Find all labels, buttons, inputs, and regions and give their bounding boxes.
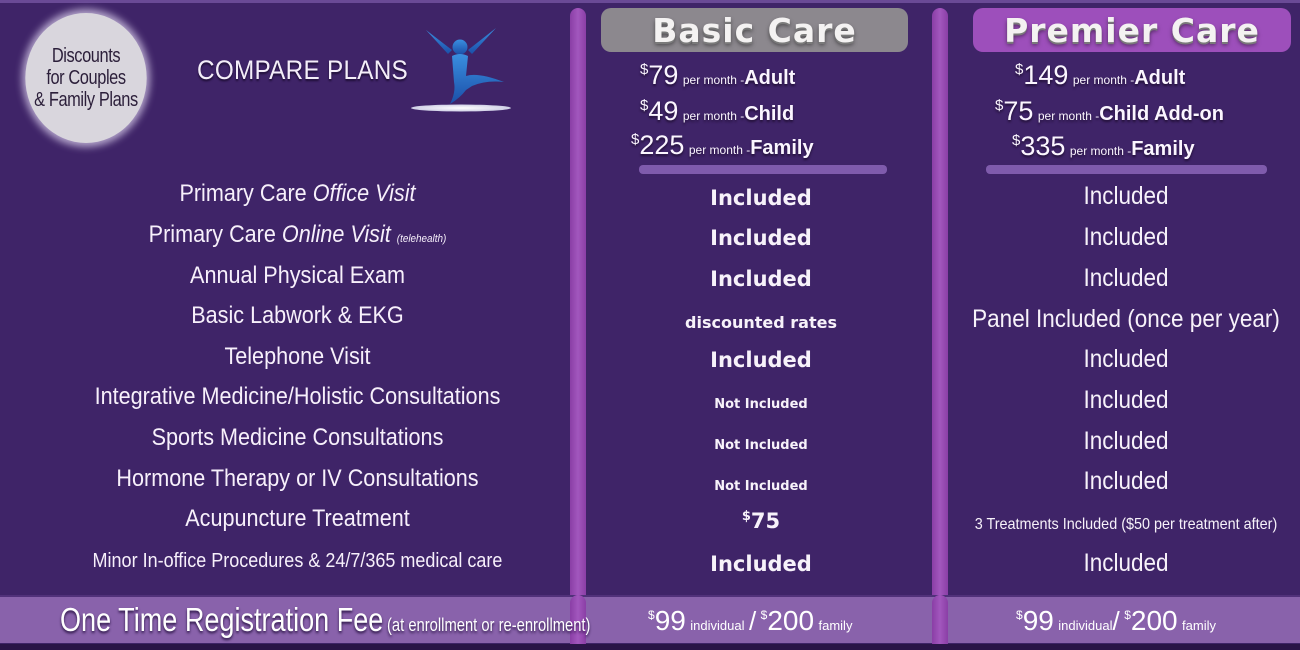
premier-cell: Included	[1083, 345, 1169, 373]
premier-price-family: $335 per month -Family	[1012, 131, 1195, 161]
column-divider-premier-band	[932, 595, 948, 650]
basic-cell: Included	[710, 552, 812, 576]
basic-cell: $75	[741, 509, 781, 533]
basic-cell: Included	[710, 226, 812, 250]
feature-label: Primary Care Online Visit (telehealth)	[148, 221, 447, 248]
basic-cell: Included	[710, 267, 812, 291]
basic-price-child: $49 per month -Child	[640, 96, 795, 126]
basic-price-adult: $79 per month -Adult	[640, 60, 796, 90]
premier-cell: Panel Included (once per year)	[972, 305, 1280, 333]
basic-cell: Included	[710, 186, 812, 210]
basic-price-underbar	[639, 165, 887, 174]
premier-price-child: $75 per month -Child Add-on	[995, 96, 1224, 126]
basic-cell: Not Included	[714, 479, 808, 494]
plan-header-premier: Premier Care	[973, 8, 1291, 52]
discount-badge: Discounts for Couples & Family Plans	[25, 13, 147, 143]
basic-cell: Not Included	[714, 438, 808, 453]
premier-cell: 3 Treatments Included ($50 per treatment…	[974, 516, 1278, 533]
feature-label: Hormone Therapy or IV Consultations	[116, 465, 479, 492]
basic-cell: discounted rates	[685, 313, 837, 332]
premier-price-underbar	[986, 165, 1267, 174]
plan-header-basic: Basic Care	[601, 8, 908, 52]
badge-line-1: Discounts	[51, 45, 121, 67]
feature-label: Basic Labwork & EKG	[191, 302, 404, 329]
premier-cell: Included	[1083, 427, 1169, 455]
feature-label: Sports Medicine Consultations	[151, 424, 444, 451]
feature-label: Integrative Medicine/Holistic Consultati…	[94, 383, 501, 410]
top-border	[0, 0, 1300, 3]
badge-line-3: & Family Plans	[34, 89, 138, 111]
column-divider-basic	[570, 8, 586, 650]
premier-cell: Included	[1083, 223, 1169, 251]
registration-band	[0, 595, 1300, 643]
feature-label: Minor In-office Procedures & 24/7/365 me…	[92, 550, 503, 572]
premier-cell: Included	[1083, 386, 1169, 414]
badge-line-2: for Couples	[46, 67, 126, 89]
basic-price-family: $225 per month -Family	[631, 130, 814, 160]
premier-cell: Included	[1083, 182, 1169, 210]
feature-label: Primary Care Office Visit	[179, 180, 416, 207]
column-divider-basic-band	[570, 595, 586, 650]
bottom-border	[0, 644, 1300, 650]
page-title: COMPARE PLANS	[197, 55, 409, 85]
premier-price-adult: $149 per month -Adult	[1015, 60, 1186, 90]
column-divider-premier	[932, 8, 948, 650]
basic-cell: Included	[710, 348, 812, 372]
basic-cell: Not Included	[714, 397, 808, 412]
registration-label: One Time Registration Fee (at enrollment…	[60, 601, 591, 638]
feature-label: Annual Physical Exam	[190, 262, 405, 289]
feature-label: Telephone Visit	[224, 343, 371, 370]
jumping-person-icon	[411, 28, 511, 112]
premier-cell: Included	[1083, 549, 1169, 577]
basic-registration-fee: $99 individual / $200 family	[648, 605, 853, 636]
premier-cell: Included	[1083, 467, 1169, 495]
premier-registration-fee: $99 individual/ $200 family	[1016, 605, 1216, 636]
premier-cell: Included	[1083, 264, 1169, 292]
feature-label: Acupuncture Treatment	[185, 505, 410, 532]
